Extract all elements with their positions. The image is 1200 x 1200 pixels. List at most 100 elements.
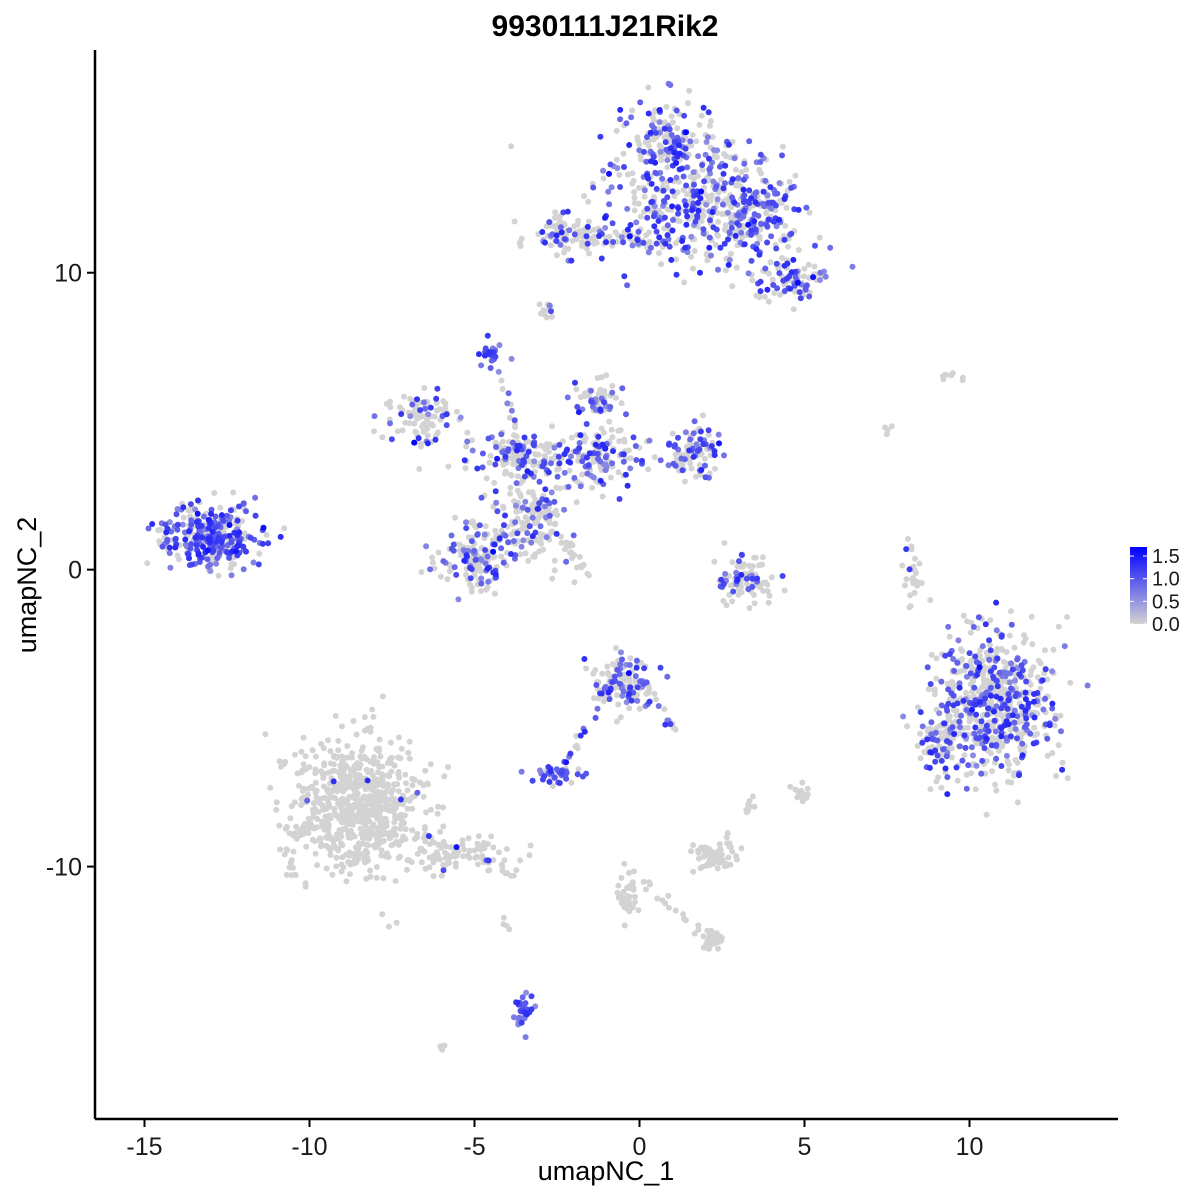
cell-point <box>650 213 657 220</box>
y-tick-label: 0 <box>68 557 82 585</box>
cell-point <box>781 587 788 594</box>
cell-point <box>556 460 563 467</box>
cell-point <box>300 785 307 792</box>
cell-point <box>690 842 696 849</box>
cell-point <box>458 552 464 559</box>
cell-point <box>551 567 558 574</box>
cell-point <box>688 253 695 260</box>
cell-point <box>260 524 267 531</box>
cell-point <box>551 498 558 505</box>
cell-point <box>401 812 408 819</box>
cell-point <box>199 534 205 541</box>
cell-point <box>500 438 506 445</box>
cell-point <box>519 525 526 532</box>
cell-point <box>626 142 633 148</box>
cell-point <box>966 650 973 657</box>
cell-point <box>491 553 498 560</box>
cell-point <box>374 788 381 795</box>
cell-point <box>1046 722 1053 729</box>
cell-point <box>512 519 519 526</box>
cell-point <box>769 276 776 283</box>
cell-point <box>673 256 680 263</box>
cell-point <box>620 458 627 465</box>
cell-point <box>957 646 964 653</box>
cell-point <box>607 474 614 481</box>
cell-point <box>441 773 448 780</box>
cell-point <box>669 119 676 126</box>
cell-point <box>656 107 663 113</box>
cell-point <box>442 843 449 850</box>
cell-point <box>729 194 736 201</box>
cell-point <box>424 432 431 439</box>
cell-point <box>637 213 644 220</box>
cell-point <box>510 1014 517 1021</box>
cell-point <box>566 467 573 474</box>
cell-point <box>699 166 706 173</box>
cell-point <box>616 438 623 445</box>
cell-point <box>701 178 708 185</box>
cell-point <box>265 540 272 547</box>
cell-point <box>972 786 979 793</box>
cell-point <box>682 478 688 485</box>
cell-point <box>993 627 1000 634</box>
cell-point <box>651 690 658 697</box>
cell-point <box>679 467 686 474</box>
cell-point <box>690 868 697 875</box>
cell-point <box>1055 742 1062 749</box>
cell-point <box>1030 740 1037 747</box>
cell-point <box>326 803 333 810</box>
cell-point <box>392 878 399 884</box>
cell-point <box>581 728 588 735</box>
cell-point <box>300 761 307 768</box>
cell-point <box>386 773 393 780</box>
cell-point <box>1022 635 1029 642</box>
cell-point <box>735 175 742 182</box>
cell-point <box>644 214 651 221</box>
cell-point <box>643 690 650 697</box>
cell-point <box>609 460 616 467</box>
cell-point <box>215 572 222 579</box>
cell-point <box>723 834 730 841</box>
cell-point <box>288 857 295 864</box>
cell-point <box>522 550 529 557</box>
cell-point <box>585 462 592 469</box>
cell-point <box>661 214 668 221</box>
cell-point <box>366 818 373 825</box>
cell-point <box>637 99 644 106</box>
cell-point <box>954 659 961 666</box>
cell-point <box>398 745 405 752</box>
cell-point <box>487 453 494 459</box>
cell-point <box>565 483 572 490</box>
cell-point <box>338 833 345 840</box>
cell-point <box>518 768 525 775</box>
cell-point <box>252 512 259 519</box>
cell-point <box>956 724 963 731</box>
cell-point <box>776 180 783 187</box>
cell-point <box>600 167 607 174</box>
cell-point <box>727 582 734 589</box>
cell-point <box>461 457 468 464</box>
cell-point <box>499 863 506 870</box>
cell-point <box>379 774 386 781</box>
cell-point <box>604 663 611 670</box>
cell-point <box>490 857 497 863</box>
cell-point <box>546 778 553 785</box>
cell-point <box>448 532 455 539</box>
cell-point <box>633 219 640 226</box>
cell-point <box>1031 691 1037 697</box>
cell-point <box>408 859 415 866</box>
cell-point <box>651 223 658 230</box>
cell-point <box>927 786 934 793</box>
cell-point <box>524 530 531 537</box>
cell-point <box>1064 614 1071 620</box>
cell-point <box>757 159 764 165</box>
cell-point <box>548 313 555 320</box>
cell-point <box>993 703 1000 710</box>
cell-point <box>590 184 597 191</box>
cell-point <box>822 273 829 280</box>
cell-point <box>445 463 452 470</box>
cell-point <box>620 688 627 695</box>
cell-point <box>992 781 999 788</box>
cell-point <box>957 668 964 675</box>
cell-point <box>667 82 674 88</box>
